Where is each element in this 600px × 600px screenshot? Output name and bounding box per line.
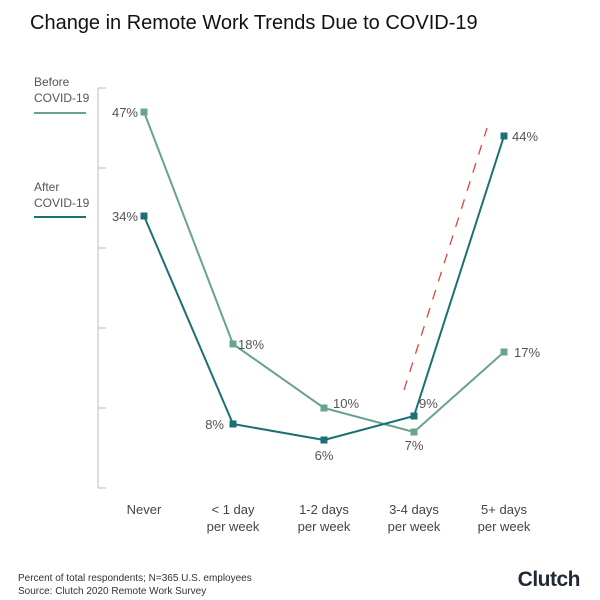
footnote-source: Source: Clutch 2020 Remote Work Survey (18, 586, 207, 597)
data-label: 47% (112, 105, 138, 120)
clutch-logo: Clutch (517, 568, 581, 591)
series-line-before (143, 111, 505, 433)
x-tick-label: per week (478, 519, 531, 534)
legend-label-before: Before COVID-19 (34, 75, 90, 105)
data-label: 10% (333, 396, 359, 411)
data-label: 34% (112, 209, 138, 224)
x-tick-label: 1-2 days (299, 502, 349, 517)
x-tick-label: per week (298, 519, 351, 534)
x-tick-label: < 1 day (211, 502, 255, 517)
data-point (410, 412, 418, 420)
legend-label-after: After COVID-19 (34, 180, 90, 210)
dashed-trend-line (403, 127, 488, 391)
data-point (140, 108, 148, 116)
data-label: 9% (419, 396, 438, 411)
data-point (320, 436, 328, 444)
x-tick-label: 3-4 days (389, 502, 439, 517)
x-tick-label: 5+ days (481, 502, 527, 517)
data-point (320, 404, 328, 412)
data-label: 8% (205, 417, 224, 432)
series-line-after (143, 135, 505, 441)
data-point (410, 428, 418, 436)
data-point (229, 420, 237, 428)
data-point (500, 348, 508, 356)
data-point (229, 340, 237, 348)
legend-line-before (34, 112, 86, 114)
data-label: 44% (512, 129, 538, 144)
footnote-respondents: Percent of total respondents; N=365 U.S.… (18, 573, 252, 584)
data-point (500, 132, 508, 140)
data-point (140, 212, 148, 220)
data-label: 6% (315, 448, 334, 463)
x-tick-label: per week (388, 519, 441, 534)
x-tick-label: Never (127, 502, 162, 517)
x-tick-label: per week (207, 519, 260, 534)
legend-line-after (34, 216, 86, 218)
data-label: 7% (405, 438, 424, 453)
data-label: 17% (514, 345, 540, 360)
data-label: 18% (238, 337, 264, 352)
chart-title: Change in Remote Work Trends Due to COVI… (30, 12, 478, 34)
